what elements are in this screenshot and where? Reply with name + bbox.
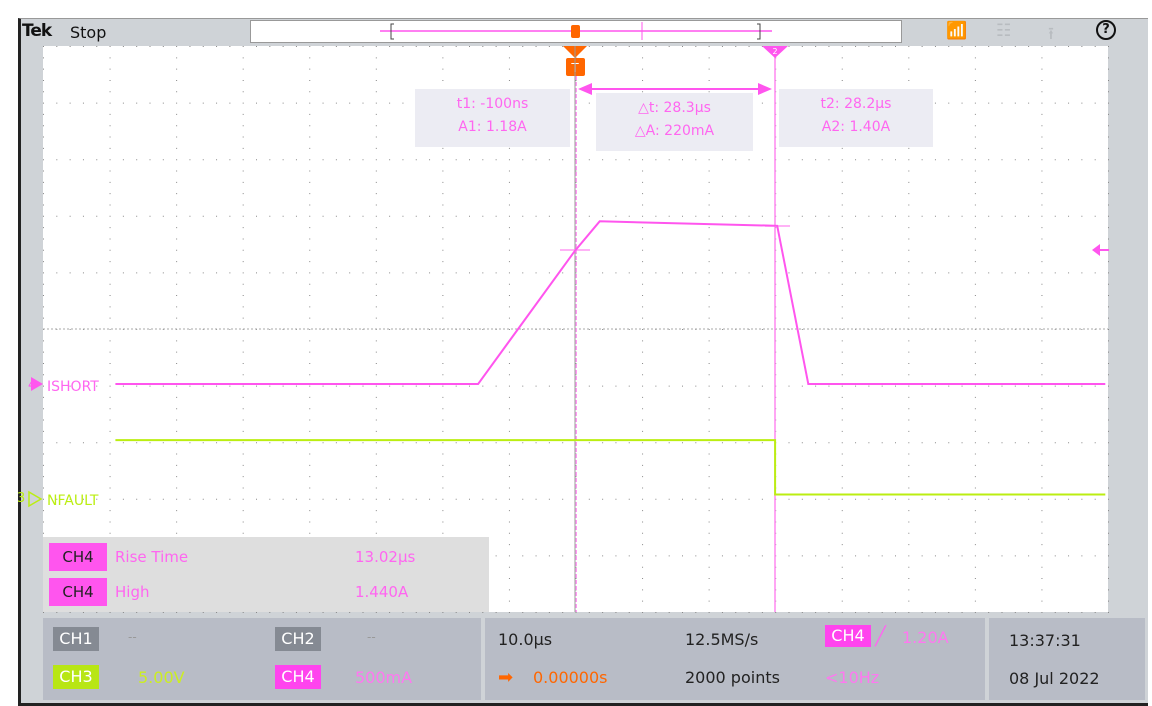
ch3-ground-marker — [28, 490, 43, 508]
cursor-2-label: 2 — [772, 47, 777, 56]
waveform-ishort — [115, 220, 1106, 385]
measurement-value: 1.440A — [355, 583, 409, 601]
measurement-name: High — [115, 583, 150, 601]
help-icon[interactable]: ? — [1096, 20, 1116, 40]
overview-marks — [380, 22, 772, 40]
horizontal-scale[interactable]: 10.0µs — [498, 630, 553, 649]
ch1-scale: -- — [128, 630, 137, 644]
ch4-badge[interactable]: CH4 — [275, 665, 321, 689]
ch4-ground-marker — [31, 377, 43, 391]
settings-bar: CH1 -- CH2 -- CH3 5.00V CH4 500mA 10.0µs… — [43, 618, 1145, 700]
record-length: 2000 points — [685, 668, 780, 687]
dt-value: △t: 28.3µs — [638, 100, 711, 116]
sample-rate: 12.5MS/s — [685, 630, 759, 649]
a1-value: A1: 1.18A — [458, 119, 527, 135]
ch1-badge[interactable]: CH1 — [53, 627, 99, 651]
brand-logo: Tek — [22, 21, 52, 41]
ch3-label: NFAULT — [47, 493, 99, 509]
trigger-frequency: <10Hz — [825, 668, 880, 687]
waveforms — [115, 220, 1106, 496]
ch2-badge[interactable]: CH2 — [275, 627, 321, 651]
trigger-source[interactable]: CH4 — [825, 625, 871, 647]
overview-trigger-icon — [571, 25, 580, 38]
ch3-number: 3 — [17, 491, 25, 506]
horizontal-position-icon: ➡ — [498, 667, 514, 688]
measurement-channel-badge: CH4 — [49, 578, 107, 606]
ch4-scale[interactable]: 500mA — [355, 668, 413, 687]
run-state[interactable]: Stop — [70, 23, 107, 42]
a2-value: A2: 1.40A — [821, 119, 891, 135]
clock-time: 13:37:31 — [1009, 631, 1081, 650]
trigger-level-icon — [1092, 244, 1109, 256]
measurement-channel-badge: CH4 — [49, 543, 107, 571]
measurement-name: Rise Time — [115, 548, 189, 566]
cursor-2-handle — [762, 46, 788, 58]
da-value: △A: 220mA — [634, 123, 715, 139]
horizontal-position[interactable]: 0.00000s — [533, 668, 608, 687]
trigger-level[interactable]: 1.20A — [902, 628, 949, 647]
waveform-nfault — [115, 439, 1106, 496]
wifi-icon[interactable]: 📶 — [946, 21, 968, 41]
ch2-scale: -- — [367, 630, 376, 644]
measurement-panel[interactable]: CH4 Rise Time 13.02µs CH4 High 1.440A — [43, 537, 489, 612]
t1-value: t1: -100ns — [456, 96, 529, 112]
delta-readout[interactable]: △t: 28.3µs △A: 220mA — [596, 93, 753, 151]
cursor-2-readout[interactable]: t2: 28.2µs A2: 1.40A — [779, 89, 933, 147]
ch3-badge[interactable]: CH3 — [53, 665, 99, 689]
network-icon[interactable]: ☷ — [996, 21, 1012, 41]
ch4-label: ISHORT — [47, 379, 99, 395]
cursor-1-readout[interactable]: t1: -100ns A1: 1.18A — [415, 89, 570, 147]
rising-edge-icon: ╱ — [875, 626, 886, 647]
clock-date: 08 Jul 2022 — [1009, 669, 1100, 688]
export-icon[interactable]: ⭱ — [1048, 24, 1054, 44]
ch3-scale[interactable]: 5.00V — [138, 668, 185, 687]
measurement-value: 13.02µs — [355, 548, 416, 566]
t2-value: t2: 28.2µs — [820, 96, 892, 112]
